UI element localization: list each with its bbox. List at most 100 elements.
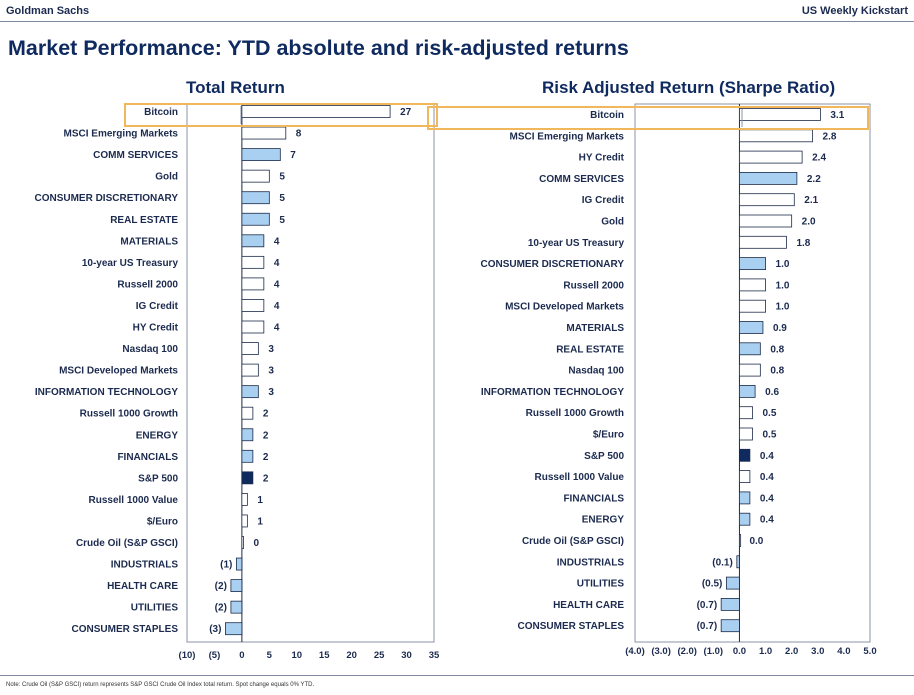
total-return-category-label: HEALTH CARE — [107, 581, 178, 592]
sharpe-ratio-bar — [739, 193, 795, 207]
total-return-bar — [241, 363, 259, 377]
total-return-category-label: CONSUMER STAPLES — [72, 624, 179, 635]
total-return-category-label: INFORMATION TECHNOLOGY — [35, 387, 178, 398]
total-return-x-tick-label: 5 — [267, 650, 273, 661]
total-return-value-label: 4 — [274, 258, 280, 269]
total-return-value-label: 5 — [279, 193, 285, 204]
report-name: US Weekly Kickstart — [801, 5, 908, 17]
sharpe-ratio-x-tick-label: 2.0 — [785, 646, 798, 657]
total-return-bar — [241, 255, 265, 269]
sharpe-ratio-value-label: 2.8 — [823, 131, 837, 142]
total-return-category-label: COMM SERVICES — [93, 150, 178, 161]
total-return-category-label: IG Credit — [136, 301, 179, 312]
sharpe-ratio-bar — [739, 150, 803, 164]
total-return-bar — [241, 406, 254, 420]
total-return-bar — [241, 191, 270, 205]
total-return-x-tick-label: 35 — [429, 650, 440, 661]
total-return-bar — [241, 277, 265, 291]
total-return-value-label: 4 — [274, 323, 280, 334]
total-return-x-tick-label: (10) — [179, 650, 196, 661]
sharpe-ratio-value-label: 2.0 — [802, 217, 816, 228]
total-return-value-label: (2) — [215, 581, 227, 592]
total-return-category-label: Russell 2000 — [117, 279, 178, 290]
sharpe-ratio-category-label: INFORMATION TECHNOLOGY — [481, 387, 624, 398]
total-return-value-label: 4 — [274, 301, 280, 312]
sharpe-ratio-category-label: CONSUMER STAPLES — [518, 621, 625, 632]
sharpe-ratio-bar — [739, 235, 787, 249]
sharpe-ratio-bar — [720, 619, 740, 633]
total-return-bar — [241, 169, 270, 183]
total-return-x-tick-label: (5) — [209, 650, 221, 661]
total-return-category-label: Crude Oil (S&P GSCI) — [76, 538, 178, 549]
total-return-category-label: Russell 1000 Value — [88, 495, 178, 506]
total-return-category-label: REAL ESTATE — [110, 215, 178, 226]
sharpe-ratio-value-label: 0.6 — [765, 387, 779, 398]
sharpe-ratio-category-label: Russell 1000 Value — [534, 472, 624, 483]
sharpe-ratio-value-label: 0.9 — [773, 323, 787, 334]
chart-title-total-return: Total Return — [186, 78, 285, 97]
sharpe-ratio-bar — [739, 512, 751, 526]
sharpe-ratio-category-label: UTILITIES — [577, 579, 625, 590]
sharpe-ratio-category-label: Russell 2000 — [563, 280, 624, 291]
total-return-bar — [241, 105, 391, 118]
total-return-value-label: (1) — [220, 560, 232, 571]
sharpe-ratio-category-label: Russell 1000 Growth — [526, 408, 624, 419]
total-return-x-tick-label: 30 — [401, 650, 412, 661]
total-return-value-label: 3 — [268, 366, 274, 377]
sharpe-ratio-category-label: MATERIALS — [566, 323, 624, 334]
sharpe-ratio-category-label: IG Credit — [582, 195, 625, 206]
total-return-bar — [241, 428, 254, 442]
total-return-bar — [241, 234, 265, 248]
total-return-bar — [241, 492, 248, 506]
sharpe-ratio-bar — [739, 171, 798, 185]
sharpe-ratio-x-tick-label: 4.0 — [837, 646, 850, 657]
total-return-value-label: 2 — [263, 409, 269, 420]
total-return-bar — [225, 622, 243, 636]
sharpe-ratio-value-label: (0.1) — [712, 557, 733, 568]
total-return-category-label: MATERIALS — [120, 236, 178, 247]
total-return-category-label: S&P 500 — [138, 473, 178, 484]
sharpe-ratio-value-label: 2.2 — [807, 174, 821, 185]
sharpe-ratio-bar — [739, 129, 813, 143]
total-return-x-tick-label: 25 — [374, 650, 385, 661]
sharpe-ratio-bar — [739, 278, 766, 292]
total-return-value-label: 8 — [296, 129, 302, 140]
total-return-x-tick-label: 15 — [319, 650, 330, 661]
total-return-value-label: 27 — [400, 107, 412, 118]
total-return-value-label: 4 — [274, 236, 280, 247]
sharpe-ratio-category-label: Nasdaq 100 — [568, 366, 624, 377]
sharpe-ratio-bar — [739, 321, 764, 334]
total-return-highlight-box — [124, 103, 438, 127]
total-return-bar — [241, 536, 244, 549]
sharpe-ratio-x-tick-label: (1.0) — [704, 646, 724, 657]
total-return-bar — [235, 557, 243, 571]
sharpe-ratio-category-label: COMM SERVICES — [539, 174, 624, 185]
total-return-value-label: 7 — [290, 150, 296, 161]
sharpe-ratio-bar — [739, 406, 753, 420]
total-return-value-label: 3 — [268, 387, 274, 398]
sharpe-ratio-bar — [736, 555, 740, 569]
sharpe-ratio-x-tick-label: (4.0) — [625, 646, 645, 657]
sharpe-ratio-category-label: MSCI Developed Markets — [505, 302, 624, 313]
sharpe-ratio-category-label: Gold — [601, 217, 624, 228]
total-return-bar — [241, 212, 270, 226]
total-return-x-tick-label: 20 — [346, 650, 357, 661]
total-return-bar — [241, 385, 259, 399]
total-return-x-tick-label: 0 — [239, 650, 244, 661]
total-return-category-label: ENERGY — [136, 430, 179, 441]
total-return-category-label: $/Euro — [147, 516, 178, 527]
sharpe-ratio-category-label: Bitcoin — [590, 110, 624, 121]
sharpe-ratio-value-label: 2.1 — [804, 195, 818, 206]
sharpe-ratio-category-label: INDUSTRIALS — [557, 557, 625, 568]
total-return-bar — [230, 579, 243, 592]
sharpe-ratio-value-label: (0.5) — [702, 579, 723, 590]
sharpe-ratio-value-label: 0.8 — [770, 366, 784, 377]
sharpe-ratio-category-label: S&P 500 — [584, 451, 624, 462]
total-return-value-label: 3 — [268, 344, 274, 355]
total-return-category-label: FINANCIALS — [117, 452, 178, 463]
sharpe-ratio-category-label: ENERGY — [582, 515, 625, 526]
sharpe-ratio-value-label: 0.5 — [763, 408, 777, 419]
brand-name: Goldman Sachs — [6, 5, 90, 17]
total-return-category-label: UTILITIES — [131, 603, 179, 614]
sharpe-ratio-bar — [739, 108, 821, 121]
